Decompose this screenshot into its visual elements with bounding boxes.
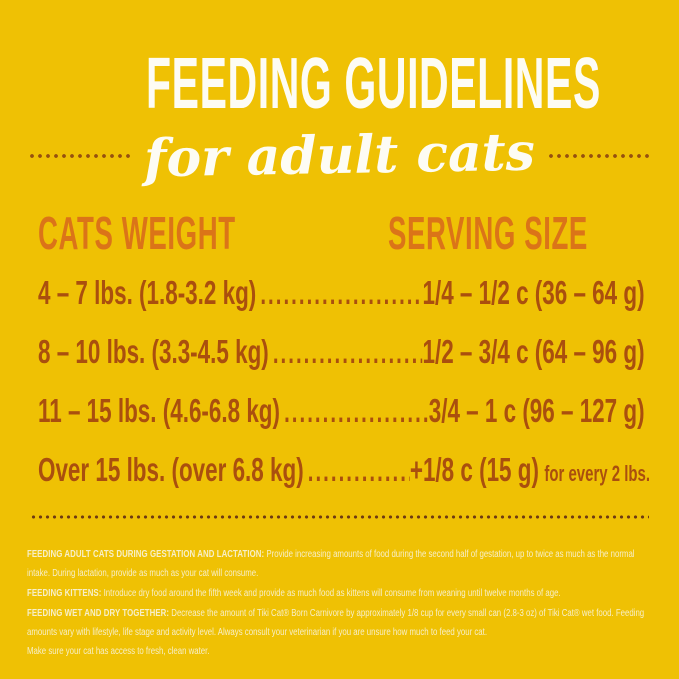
table-row: 4 – 7 lbs. (1.8-3.2 kg) ................… [38, 276, 650, 311]
footnotes: FEEDING ADULT CATS DURING GESTATION AND … [27, 545, 653, 662]
serving-value: 3/4 – 1 c (96 – 127 g) [428, 392, 645, 429]
column-header-cats-weight: CATS WEIGHT [38, 207, 236, 259]
footnote-text: Decrease the amount of Tiki Cat® Born Ca… [27, 608, 645, 638]
table-row: 11 – 15 lbs. (4.6-6.8 kg) ..............… [38, 394, 650, 429]
page-title: FEEDING GUIDELINES [145, 44, 601, 124]
feeding-table: 4 – 7 lbs. (1.8-3.2 kg) ................… [38, 276, 679, 514]
column-header-serving-size: SERVING SIZE [388, 207, 588, 259]
weight-value: 8 – 10 lbs. (3.3-4.5 kg) [38, 333, 269, 370]
dot-leader: ...................... [272, 337, 423, 370]
weight-value: 11 – 15 lbs. (4.6-6.8 kg) [38, 392, 280, 429]
dotted-divider [30, 514, 649, 520]
dot-leader: ...................... [307, 455, 410, 488]
footnote-wet-and-dry: FEEDING WET AND DRY TOGETHER: Decrease t… [27, 604, 653, 661]
footnote-text: Provide increasing amounts of food durin… [27, 549, 635, 579]
footnote-text: Introduce dry food around the fifth week… [103, 588, 561, 599]
table-row: 8 – 10 lbs. (3.3-4.5 kg) ...............… [38, 335, 650, 370]
serving-value: +1/8 c (15 g) [409, 451, 539, 488]
weight-value: Over 15 lbs. (over 6.8 kg) [38, 451, 304, 488]
serving-value: 1/4 – 1/2 c (36 – 64 g) [422, 274, 645, 311]
dot-leader: ...................... [260, 278, 423, 311]
serving-note: for every 2 lbs. [544, 461, 650, 486]
subtitle-row: for adult cats [28, 118, 652, 194]
dotted-line-right [546, 153, 652, 159]
footnote-label: FEEDING KITTENS: [27, 588, 102, 599]
dotted-line-left [28, 153, 133, 159]
footnote-label: FEEDING WET AND DRY TOGETHER: [27, 608, 170, 619]
table-row: Over 15 lbs. (over 6.8 kg) .............… [38, 453, 650, 490]
footnote-text-line2: Make sure your cat has access to fresh, … [27, 646, 210, 657]
footnote-label: FEEDING ADULT CATS DURING GESTATION AND … [27, 549, 265, 560]
footnote-kittens: FEEDING KITTENS: Introduce dry food arou… [27, 584, 653, 603]
footnote-gestation: FEEDING ADULT CATS DURING GESTATION AND … [27, 545, 653, 583]
page-subtitle: for adult cats [143, 121, 536, 190]
dot-leader: ...................... [284, 396, 429, 429]
weight-value: 4 – 7 lbs. (1.8-3.2 kg) [38, 274, 257, 311]
serving-value: 1/2 – 3/4 c (64 – 96 g) [422, 333, 645, 370]
